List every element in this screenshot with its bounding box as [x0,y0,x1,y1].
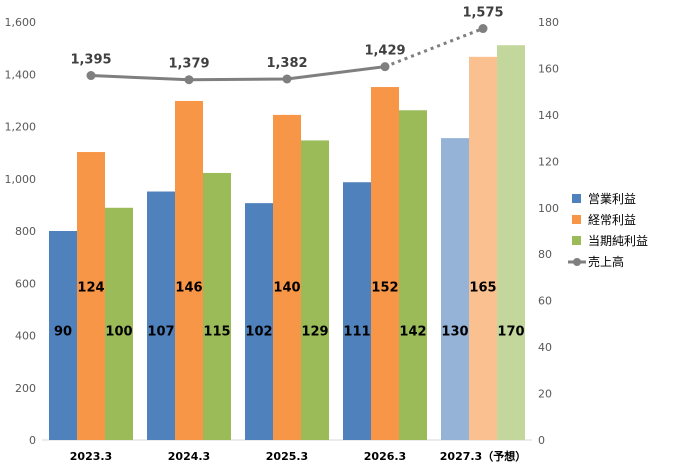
x-tick-label: 2027.3（予想） [440,449,526,463]
bar-3 [497,45,525,440]
line-series-sales [90,65,386,82]
y-left-tick-label: 1,200 [5,121,37,134]
bar-data-label: 100 [105,325,132,340]
legend-label: 営業利益 [588,192,636,206]
legend-swatch [572,194,581,203]
y-left-tick-label: 1,000 [5,173,37,186]
y-left-tick-label: 800 [15,225,36,238]
legend-marker [573,258,581,266]
bar-data-label: 107 [147,325,174,340]
bar-data-label: 142 [399,325,426,340]
bar-1 [343,182,371,440]
y-left-tick-label: 1,600 [5,16,37,29]
bar-3 [301,140,329,440]
line-point [86,71,96,81]
bar-3 [105,207,133,440]
bar-1 [245,203,273,440]
y-right-tick-label: 140 [538,109,559,122]
bar-data-label: 146 [175,280,202,295]
y-right-tick-label: 100 [538,202,559,215]
y-right-tick-label: 80 [538,248,552,261]
x-tick-label: 2025.3 [266,450,308,463]
y-right-tick-label: 180 [538,16,559,29]
legend-label: 当期純利益 [588,234,648,248]
x-tick-label: 2024.3 [168,450,210,463]
bar-1 [49,231,77,440]
line-data-label: 1,395 [70,53,111,68]
bar-3 [203,172,231,440]
bar-data-label: 130 [441,325,468,340]
bar-3 [399,110,427,440]
bar-2 [77,152,105,441]
y-left-tick-label: 400 [15,330,36,343]
bar-data-label: 140 [273,280,300,295]
bar-data-label: 170 [497,325,524,340]
legend-swatch [572,215,581,224]
legend-label: 売上高 [588,254,624,269]
bar-data-label: 124 [77,280,104,295]
bar-data-label: 165 [469,280,496,295]
bar-2 [273,114,301,440]
line-data-label: 1,575 [462,6,503,21]
y-right-tick-label: 0 [538,434,545,447]
line-data-label: 1,429 [364,44,405,59]
y-left-tick-label: 0 [29,434,36,447]
legend-swatch [572,236,581,245]
bar-2 [469,56,497,440]
line-point [380,62,390,72]
bar-data-label: 111 [343,325,370,340]
line-point [184,75,194,85]
bar-data-label: 115 [203,325,230,340]
line-point [478,24,488,34]
y-left-tick-label: 600 [15,277,36,290]
y-right-tick-label: 160 [538,62,559,75]
bar-2 [175,100,203,440]
y-left-tick-label: 1,400 [5,68,37,81]
y-right-tick-label: 20 [538,388,552,401]
legend-label: 経常利益 [588,213,636,227]
bar-data-label: 129 [301,325,328,340]
y-left-tick-label: 200 [15,382,36,395]
bar-1 [147,191,175,440]
bar-2 [371,87,399,441]
line-data-label: 1,379 [168,57,209,72]
x-tick-label: 2026.3 [364,450,406,463]
bar-1 [441,138,469,440]
line-point [282,74,292,84]
bar-data-label: 152 [371,280,398,295]
bar-data-label: 90 [54,325,72,340]
bar-data-label: 102 [245,325,272,340]
y-right-tick-label: 40 [538,341,552,354]
x-tick-label: 2023.3 [70,450,112,463]
y-right-tick-label: 120 [538,155,559,168]
line-data-label: 1,382 [266,56,307,71]
y-right-tick-label: 60 [538,295,552,308]
